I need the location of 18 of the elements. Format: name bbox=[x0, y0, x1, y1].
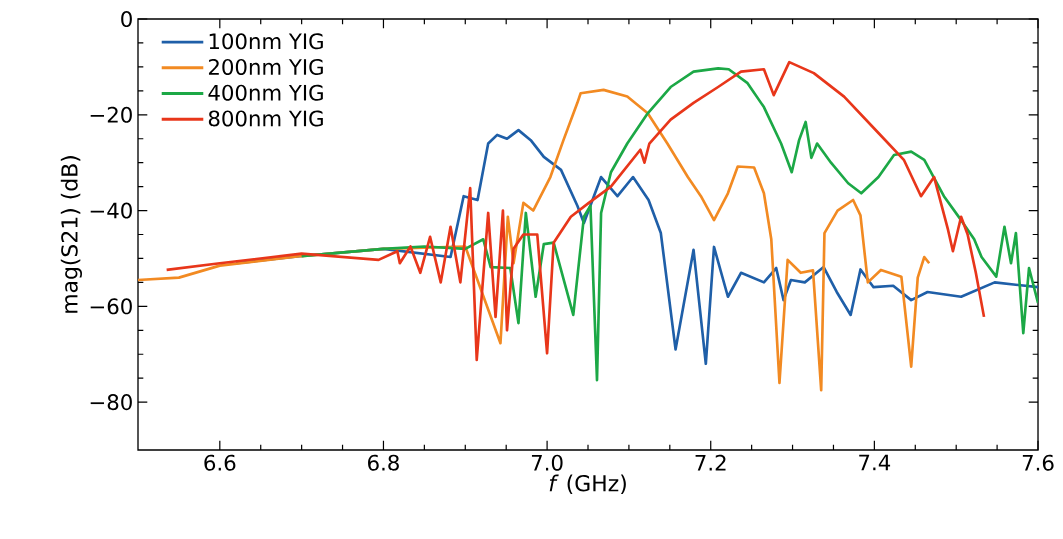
y-tick-label: −80 bbox=[90, 394, 132, 411]
x-tick-label: 6.8 bbox=[368, 454, 399, 471]
x-tick-label: 7.6 bbox=[1022, 454, 1054, 471]
x-axis-title: f (GHz) bbox=[549, 474, 626, 495]
x-tick-label: 6.6 bbox=[204, 454, 236, 471]
line-series bbox=[165, 60, 986, 362]
y-tick-label: −20 bbox=[90, 106, 132, 123]
y-tick-label: 0 bbox=[121, 10, 132, 28]
legend-label: 800nm YIG bbox=[208, 110, 323, 127]
x-tick-label: 7.2 bbox=[695, 454, 726, 471]
y-tick-label: −60 bbox=[90, 298, 132, 315]
x-tick-label: 7.4 bbox=[859, 454, 891, 471]
y-tick-label: −40 bbox=[90, 202, 132, 219]
legend-label: 100nm YIG bbox=[209, 33, 323, 50]
legend-label: 200nm YIG bbox=[208, 58, 323, 76]
legend-label: 400nm YIG bbox=[208, 84, 323, 101]
x-tick-label: 7.0 bbox=[531, 454, 563, 471]
y-axis-title: mag(S21) (dB) bbox=[60, 156, 82, 313]
